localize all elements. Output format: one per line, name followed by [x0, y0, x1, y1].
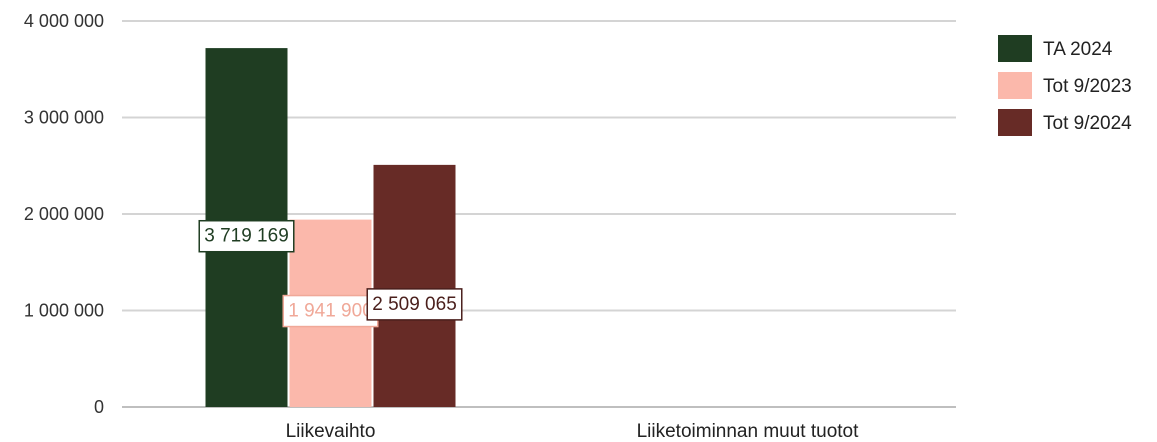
y-tick-label: 2 000 000 [24, 204, 104, 224]
data-label: 3 719 169 [198, 219, 295, 253]
data-label-text: 3 719 169 [204, 226, 289, 247]
x-category-label: Liikevaihto [286, 421, 376, 442]
legend-swatch [998, 35, 1032, 62]
data-label-box [366, 288, 463, 321]
x-category-label: Liiketoiminnan muut tuotot [637, 421, 860, 442]
data-label-text: 1 941 900 [288, 301, 373, 322]
bar-tot-9-2024 [373, 164, 456, 407]
y-tick-label: 0 [94, 397, 104, 417]
data-label-text: 2 509 065 [372, 294, 457, 315]
y-axis-tick-labels: 0 1 000 000 2 000 000 3 000 000 4 000 000 [24, 11, 104, 417]
legend-label: Tot 9/2023 [1043, 76, 1132, 97]
data-label: 2 509 065 [366, 288, 463, 321]
data-label-box [282, 294, 379, 328]
legend-label: TA 2024 [1043, 39, 1113, 60]
data-label-box [198, 219, 295, 253]
legend-swatch [998, 109, 1032, 136]
x-axis-category-labels: Liikevaihto Liiketoiminnan muut tuotot [286, 421, 860, 442]
data-labels: 3 719 169 1 941 900 2 509 065 [198, 219, 463, 328]
legend-swatch [998, 72, 1032, 99]
legend-label: Tot 9/2024 [1043, 113, 1132, 134]
data-label: 1 941 900 [282, 294, 379, 328]
y-tick-label: 4 000 000 [24, 11, 104, 31]
y-tick-label: 1 000 000 [24, 301, 104, 321]
legend: TA 2024 Tot 9/2023 Tot 9/2024 [998, 35, 1132, 136]
y-tick-label: 3 000 000 [24, 108, 104, 128]
